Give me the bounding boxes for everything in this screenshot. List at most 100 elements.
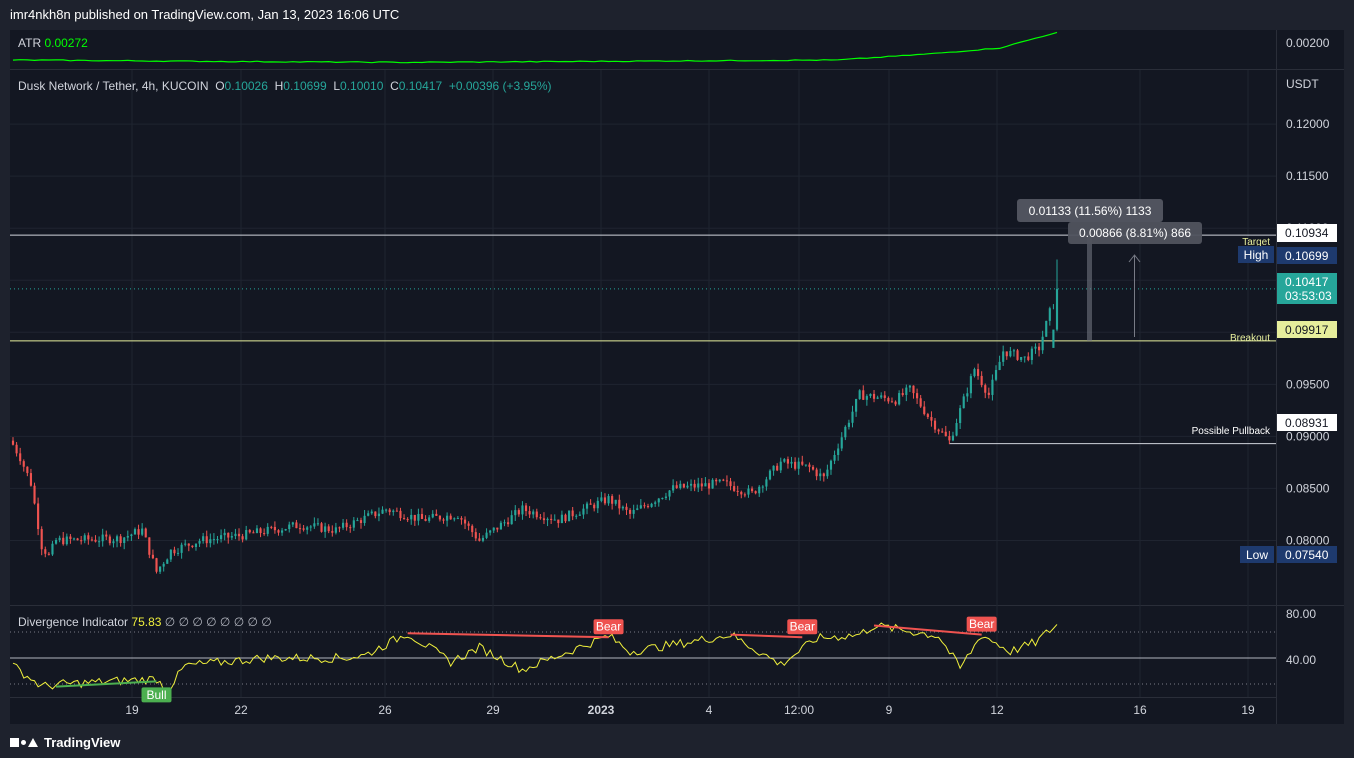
candle-body-237 [862,390,865,400]
candle-body-265 [962,396,965,409]
candle-body-273 [991,379,994,395]
divergence-legend[interactable]: Divergence Indicator 75.83 ∅ ∅ ∅ ∅ ∅ ∅ ∅… [18,615,272,629]
candle-body-121 [446,515,449,521]
candles-layer [11,259,1059,574]
high-value: 0.10699 [283,79,327,93]
candle-body-97 [359,520,363,524]
price-axis[interactable]: 0.00200 USDT 0.120000.115000.110000.1050… [1277,36,1337,667]
candle-body-26 [105,534,108,537]
candle-body-186 [679,483,682,489]
divergence-line-2 [730,633,803,639]
divergence-flags: ∅ ∅ ∅ ∅ ∅ ∅ ∅ ∅ [164,615,272,629]
candle-body-282 [1023,356,1026,358]
candle-body-28 [112,541,115,544]
candle-body-131 [481,537,485,541]
candle-body-283 [1027,356,1030,360]
pullback-tag [1277,414,1337,431]
candle-body-87 [324,526,327,532]
candle-body-178 [650,503,653,507]
measure-arrow-head [1128,254,1141,263]
candle-body-224 [815,469,818,477]
candle-body-247 [898,393,901,405]
candle-body-10 [47,553,50,555]
candle-body-138 [507,522,510,525]
candle-body-65 [245,530,248,540]
candle-body-238 [865,396,868,400]
candle-body-163 [596,500,599,509]
symbol-legend[interactable]: Dusk Network / Tether, 4h, KUCOIN O0.100… [18,79,552,93]
candle-body-270 [980,375,983,386]
candle-body-2 [19,453,22,462]
candle-body-162 [593,504,596,509]
candle-body-116 [428,517,431,521]
candle-body-271 [984,385,987,393]
candle-body-71 [266,526,269,534]
time-axis[interactable]: 19 22 26 29 2023 4 12:00 9 12 16 19 [125,703,1255,717]
candle-body-248 [901,393,904,395]
candle-body-79 [295,522,298,529]
atr-legend[interactable]: ATR 0.00272 [18,36,88,50]
bull-tag-text-0: Bull [146,688,166,702]
candle-body-96 [356,520,359,522]
candle-body-22 [90,539,94,541]
candle-body-255 [926,414,929,417]
candle-body-218 [794,461,797,469]
candle-body-243 [883,395,886,398]
candle-body-268 [973,369,976,377]
candle-body-48 [184,543,187,545]
candle-body-177 [646,506,650,508]
candle-body-172 [628,509,632,514]
candle-body-276 [1002,351,1005,362]
candle-body-287 [1041,336,1044,351]
candle-body-244 [887,397,890,402]
candle-body-230 [837,448,840,455]
candle-body-156 [571,510,574,517]
candle-body-21 [87,535,90,540]
candle-body-88 [327,526,330,532]
candle-body-289 [1048,308,1051,321]
candle-body-190 [693,483,696,488]
candle-body-170 [621,506,624,509]
candle-body-12 [54,540,58,544]
candle-body-139 [510,515,513,525]
target-tag-value: 0.10934 [1285,226,1329,240]
measure-tool[interactable]: 0.01133 (11.56%) 1133 0.00866 (8.81%) 86… [1017,199,1202,341]
measure-box-1[interactable] [1017,199,1163,222]
candle-body-39 [151,554,154,559]
bear-tag-2 [787,619,818,635]
candle-body-249 [905,387,908,395]
candle-body-84 [313,523,316,527]
measure-box-2[interactable] [1068,222,1202,244]
candle-body-179 [654,502,657,504]
candle-body-204 [743,494,746,496]
oscillator-pane: Bull Bear Bear Bear [10,616,1276,703]
close-value: 0.10417 [398,79,443,93]
candle-body-91 [338,527,341,529]
candle-body-262 [951,435,955,441]
candle-body-227 [826,469,829,477]
candle-body-73 [273,526,276,531]
candle-body-168 [614,499,617,504]
candle-body-68 [255,528,259,534]
candle-body-120 [442,519,445,521]
candle-body-36 [141,528,144,535]
y-tick-8: 0.08000 [1286,533,1330,547]
candle-body-261 [948,436,951,441]
candle-body-194 [707,483,711,489]
candle-body-191 [697,483,700,488]
candle-body-150 [550,518,553,521]
chart-frame[interactable] [10,30,1344,724]
candle-body-286 [1037,346,1041,351]
atr-line [12,31,1058,64]
candle-body-209 [761,486,764,488]
candle-body-45 [173,549,176,554]
candle-body-187 [682,483,685,488]
candle-body-126 [463,519,467,524]
candle-body-58 [220,535,223,540]
measure-bar[interactable] [1087,234,1092,341]
candle-body-264 [959,408,962,424]
candle-body-33 [130,534,133,537]
last-price-tag [1277,273,1337,304]
bull-tag-0 [141,687,172,703]
